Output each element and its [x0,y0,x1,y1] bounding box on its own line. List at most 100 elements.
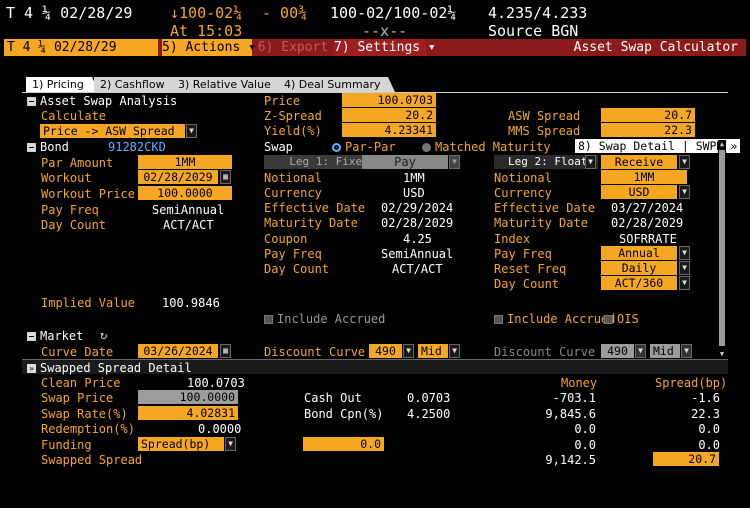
leg2-notional-input[interactable]: 1MM [601,170,687,184]
chevron-down-icon[interactable]: ▼ [585,155,596,169]
leg2-index-label: Index [494,232,531,246]
implied-value: 100.9846 [162,296,220,310]
matched-maturity-radio[interactable]: Matched Maturity [422,140,551,154]
workout-price-input[interactable]: 100.0000 [138,186,232,200]
scrollbar[interactable]: ▲ ▼ [718,140,726,358]
leg1-direction[interactable]: Pay [362,155,448,169]
radio-icon[interactable] [422,143,431,152]
tab-cashflow[interactable]: 2) Cashflow [94,77,180,92]
leg2-index-value: SOFRRATE [619,232,677,246]
refresh-icon[interactable]: ↻ [100,328,108,342]
ois-checkbox[interactable]: OIS [604,312,639,326]
swap-rate-input[interactable]: 4.02831 [138,406,238,420]
asw-spread-input[interactable]: 20.7 [601,108,695,122]
discount-curve-2-label: Discount Curve [494,345,596,359]
swap-detail-button[interactable]: 8) Swap Detail | SWPM » [575,139,741,153]
leg2-resetfreq-label: Reset Freq [494,262,567,276]
toolbar-security[interactable]: T 4 ¼ 02/28/29 [4,39,158,56]
discount-side-2-select[interactable]: Mid [650,344,680,358]
leg1-daycount-value: ACT/ACT [392,262,443,276]
chevron-down-icon[interactable]: ▼ [635,344,646,358]
par-amount-input[interactable]: 1MM [138,155,232,169]
discount-side-1-select[interactable]: Mid [418,344,448,358]
radio-selected-icon[interactable] [332,143,341,152]
leg2-currency-select[interactable]: USD [601,185,677,199]
leg1-notional-value: 1MM [403,171,425,185]
leg2-resetfreq-select[interactable]: Daily [601,261,677,275]
tab-relative-value[interactable]: 3) Relative Value [172,77,286,92]
leg2-payfreq-label: Pay Freq [494,247,552,261]
calculate-select[interactable]: Price -> ASW Spread [40,124,185,138]
expand-chevrons-icon[interactable]: » [27,364,36,373]
chevron-down-icon[interactable]: ▼ [679,185,690,199]
discount-curve-1-input[interactable]: 490 [369,344,402,358]
page-title: Asset Swap Calculator [573,40,738,55]
leg2-payfreq-select[interactable]: Annual [601,246,677,260]
leg2-daycount-select[interactable]: ACT/360 [601,276,677,290]
section-market[interactable]: Market [27,329,83,343]
calendar-icon[interactable]: ▦ [220,170,231,184]
chevron-down-icon[interactable]: ▼ [679,246,690,260]
scroll-down-icon[interactable]: ▼ [719,350,725,358]
chevron-down-icon[interactable]: ▼ [449,155,460,169]
leg1-notional-label: Notional [264,171,322,185]
calendar-icon[interactable]: ▦ [220,344,231,358]
funding-label: Funding [41,438,92,452]
zspread-label: Z-Spread [264,109,322,123]
tab-pricing[interactable]: 1) Pricing [26,77,99,92]
leg1-effective-value: 02/29/2024 [381,201,454,215]
leg2-direction-select[interactable]: Receive [601,155,677,169]
implied-value-label: Implied Value [41,296,135,310]
workout-price-label: Workout Price [41,187,135,201]
chevron-down-icon[interactable]: ▼ [679,155,690,169]
collapse-icon[interactable] [27,97,36,106]
chevron-down-icon[interactable]: ▼ [449,344,460,358]
workout-date-input[interactable]: 02/28/2029 [138,170,218,184]
yield-label: Yield(%) [264,124,322,138]
ticker-time: At 15:03 [170,22,243,40]
money-bond-cpn: 9,845.6 [545,407,596,421]
par-par-radio[interactable]: Par-Par [332,140,396,154]
chevron-down-icon[interactable]: ▼ [679,261,690,275]
actions-menu-button[interactable]: 5) Actions ▾ [162,39,256,56]
checkbox-icon[interactable] [604,315,613,324]
scroll-up-icon[interactable]: ▲ [719,140,725,148]
chevron-down-icon[interactable]: ▼ [403,344,414,358]
scrollbar-thumb[interactable] [719,150,725,346]
discount-curve-2-input[interactable]: 490 [601,344,634,358]
chevron-down-icon[interactable]: ▼ [681,344,692,358]
redemption-label: Redemption(%) [41,422,135,436]
funding-input[interactable]: 0.0 [303,437,384,451]
export-button[interactable]: 6) Export [256,39,330,56]
zspread-input[interactable]: 20.2 [342,108,436,122]
settings-menu-button[interactable]: 7) Settings ▾ [334,39,436,56]
yield-input[interactable]: 4.23341 [342,123,436,137]
par-amount-label: Par Amount [41,156,114,170]
funding-select[interactable]: Spread(bp) [138,437,224,451]
leg1-payfreq-value: SemiAnnual [381,247,454,261]
leg1-include-accrued-checkbox[interactable]: Include Accrued [264,312,385,326]
section-swapped-spread-detail[interactable]: » Swapped Spread Detail [27,361,192,375]
mms-spread-input[interactable]: 22.3 [601,123,695,137]
leg2-effective-value: 03/27/2024 [611,201,684,215]
bond-cusip[interactable]: 91282CKD [108,140,166,154]
spread-redemption: 0.0 [698,422,720,436]
bond-cpn-value: 4.2500 [407,407,451,421]
checkbox-icon[interactable] [264,315,273,324]
leg2-include-accrued-checkbox[interactable]: Include Accrued [494,312,615,326]
leg2-currency-label: Currency [494,186,552,200]
swapped-spread-value[interactable]: 20.7 [653,452,719,466]
curve-date-input[interactable]: 03/26/2024 [138,344,218,358]
tab-deal-summary[interactable]: 4) Deal Summary [278,77,397,92]
chevron-down-icon[interactable]: ▼ [186,124,197,138]
checkbox-icon[interactable] [494,315,503,324]
section-bond[interactable]: Bond [27,140,69,154]
chevron-down-icon[interactable]: ▼ [679,276,690,290]
chevron-down-icon[interactable]: ▼ [225,437,236,451]
collapse-icon[interactable] [27,143,36,152]
curve-date-label: Curve Date [41,345,114,359]
collapse-icon[interactable] [27,332,36,341]
spread-column-header: Spread(bp) [655,376,728,390]
price-input[interactable]: 100.0703 [342,93,436,107]
section-asset-swap-analysis[interactable]: Asset Swap Analysis [27,94,177,108]
